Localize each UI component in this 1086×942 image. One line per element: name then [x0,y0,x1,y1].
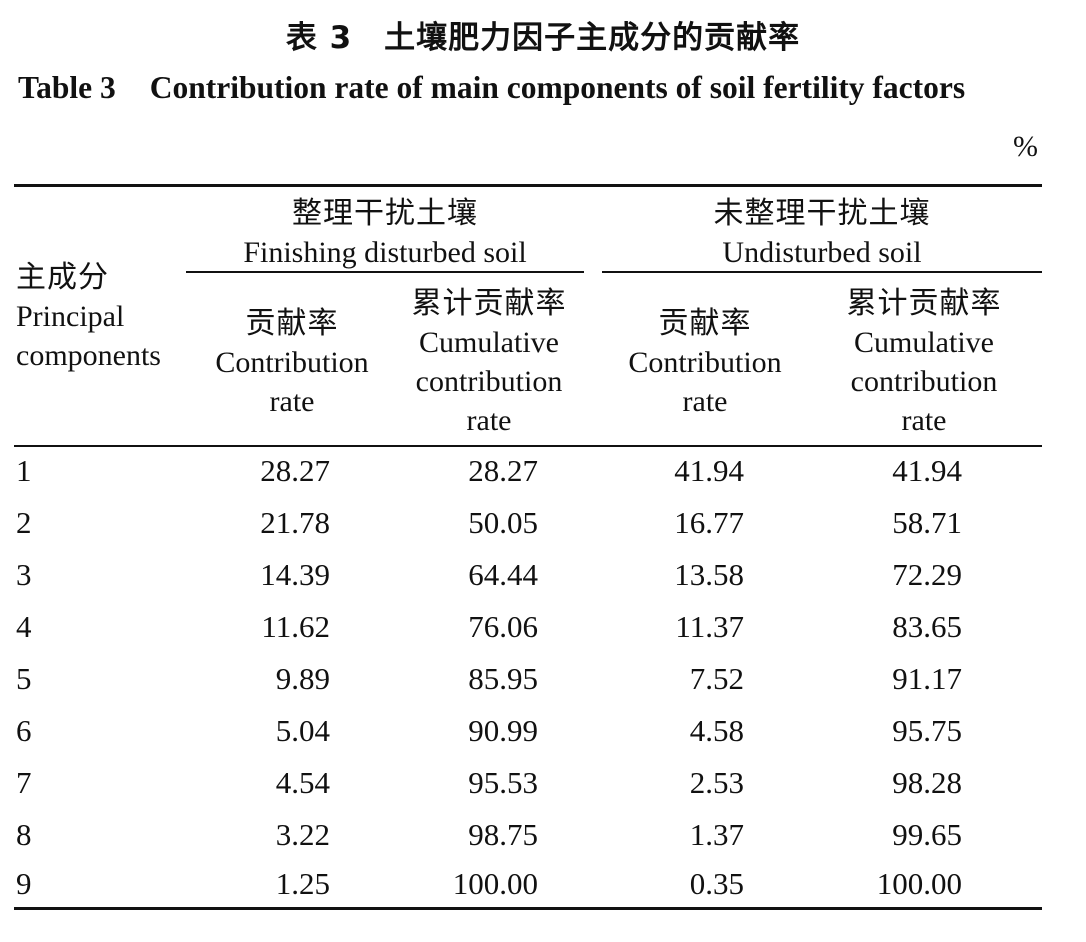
header-group1-en: Finishing disturbed soil [243,236,527,269]
header-contrib1-cn: 贡献率 [245,306,339,341]
header-contrib1-en2: rate [269,385,315,418]
cell-contribution-disturbed: 5.04 [275,713,330,748]
cell-component: 9 [16,866,32,901]
cell-cumulative-disturbed: 95.53 [468,765,538,800]
header-cumul1-cn: 累计贡献率 [411,286,567,321]
table-row: 7 4.54 95.53 2.53 98.28 [0,757,1086,809]
cell-cumulative-disturbed: 50.05 [468,505,538,540]
header-contrib1-en1: Contribution [215,346,369,379]
table-row: 4 11.62 76.06 11.37 83.65 [0,601,1086,653]
bottom-rule [14,907,1042,910]
table-row: 5 9.89 85.95 7.52 91.17 [0,653,1086,705]
cell-contribution-disturbed: 28.27 [260,453,330,488]
table-row: 2 21.78 50.05 16.77 58.71 [0,497,1086,549]
group2-rule [602,271,1042,273]
table-caption: Contribution rate of main components of … [149,70,966,105]
cell-component: 6 [16,713,32,748]
cell-cumulative-undisturbed: 99.65 [892,817,962,852]
cell-contribution-undisturbed: 0.35 [689,866,744,901]
cell-cumulative-undisturbed: 95.75 [892,713,962,748]
cell-component: 4 [16,609,32,644]
cell-cumulative-disturbed: 76.06 [468,609,538,644]
cell-component: 2 [16,505,32,540]
header-group2-en: Undisturbed soil [722,236,922,269]
cell-contribution-undisturbed: 4.58 [689,713,744,748]
cell-contribution-undisturbed: 13.58 [674,557,744,592]
cell-contribution-undisturbed: 16.77 [674,505,744,540]
header-bottom-rule [14,445,1042,447]
unit-label: % [1013,130,1038,163]
cell-contribution-undisturbed: 41.94 [674,453,744,488]
header-group-undisturbed: 未整理干扰土壤 Undisturbed soil [602,194,1042,272]
top-rule [14,184,1042,187]
header-cumul1-en1: Cumulative [419,326,559,359]
cell-cumulative-undisturbed: 83.65 [892,609,962,644]
cell-component: 3 [16,557,32,592]
header-contribution-rate-2: 贡献率 Contribution rate [612,304,798,421]
cell-contribution-disturbed: 14.39 [260,557,330,592]
cell-cumulative-undisturbed: 58.71 [892,505,962,540]
header-group-finishing-disturbed: 整理干扰土壤 Finishing disturbed soil [186,194,584,272]
cell-cumulative-undisturbed: 100.00 [876,866,962,901]
table-row: 1 28.27 28.27 41.94 41.94 [0,445,1086,497]
header-contrib2-en1: Contribution [628,346,782,379]
cell-cumulative-disturbed: 28.27 [468,453,538,488]
header-contribution-rate-1: 贡献率 Contribution rate [200,304,384,421]
cell-contribution-undisturbed: 7.52 [689,661,744,696]
cell-contribution-undisturbed: 11.37 [675,609,744,644]
cell-cumulative-disturbed: 64.44 [468,557,538,592]
cell-component: 8 [16,817,32,852]
header-cumul2-en1: Cumulative [854,326,994,359]
cell-contribution-disturbed: 1.25 [275,866,330,901]
cell-cumulative-undisturbed: 72.29 [892,557,962,592]
header-principal-components: 主成分 Principal components [16,258,186,375]
cell-component: 1 [16,453,32,488]
cell-cumulative-disturbed: 85.95 [468,661,538,696]
cell-cumulative-undisturbed: 91.17 [892,661,962,696]
header-principal-en1: Principal [16,300,125,333]
cell-contribution-disturbed: 11.62 [261,609,330,644]
header-principal-en2: components [16,339,161,372]
header-cumul2-cn: 累计贡献率 [846,286,1002,321]
cell-component: 7 [16,765,32,800]
cell-contribution-disturbed: 4.54 [275,765,330,800]
table-number: Table 3 [18,70,116,105]
cell-contribution-disturbed: 9.89 [275,661,330,696]
cell-cumulative-disturbed: 90.99 [468,713,538,748]
table-row: 8 3.22 98.75 1.37 99.65 [0,809,1086,861]
cell-contribution-undisturbed: 1.37 [689,817,744,852]
header-contrib2-cn: 贡献率 [658,306,752,341]
table-row: 9 1.25 100.00 0.35 100.00 [0,858,1086,910]
header-cumul2-en2: contribution [850,365,998,398]
header-group1-cn: 整理干扰土壤 [292,196,478,231]
header-group2-cn: 未整理干扰土壤 [713,196,931,231]
table-row: 3 14.39 64.44 13.58 72.29 [0,549,1086,601]
header-contrib2-en2: rate [682,385,728,418]
cell-contribution-undisturbed: 2.53 [689,765,744,800]
header-cumul2-en3: rate [901,404,947,437]
cell-contribution-disturbed: 3.22 [275,817,330,852]
table-row: 6 5.04 90.99 4.58 95.75 [0,705,1086,757]
header-cumul1-en3: rate [466,404,512,437]
cell-component: 5 [16,661,32,696]
header-principal-cn: 主成分 [16,260,109,295]
table-title-english: Table 3 Contribution rate of main compone… [18,70,965,106]
cell-cumulative-undisturbed: 98.28 [892,765,962,800]
group1-rule [186,271,584,273]
cell-cumulative-disturbed: 98.75 [468,817,538,852]
header-cumulative-rate-2: 累计贡献率 Cumulative contribution rate [826,284,1022,440]
header-cumul1-en2: contribution [415,365,563,398]
header-cumulative-rate-1: 累计贡献率 Cumulative contribution rate [396,284,582,440]
cell-contribution-disturbed: 21.78 [260,505,330,540]
cell-cumulative-undisturbed: 41.94 [892,453,962,488]
table-title-chinese: 表 3 土壤肥力因子主成分的贡献率 [285,20,801,56]
cell-cumulative-disturbed: 100.00 [452,866,538,901]
